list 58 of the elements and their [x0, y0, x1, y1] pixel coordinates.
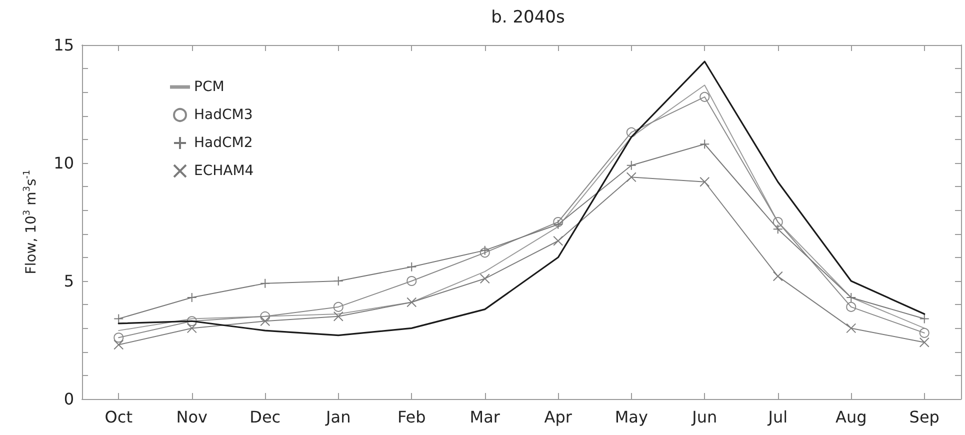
- point: [846, 323, 856, 334]
- legend-label: ECHAM4: [194, 163, 254, 179]
- point: [114, 314, 124, 324]
- point: [333, 311, 344, 322]
- x-tick-label: Feb: [397, 408, 426, 426]
- point: [114, 340, 124, 350]
- x-tick-label: Oct: [104, 408, 132, 426]
- point: [333, 276, 344, 286]
- point: [772, 271, 783, 282]
- legend-label: HadCM2: [194, 135, 253, 151]
- point: [186, 316, 197, 326]
- point: [260, 278, 270, 288]
- x-tick-label: Sep: [909, 408, 940, 426]
- y-tick-label: 10: [54, 154, 74, 172]
- x-tick-label: Dec: [250, 408, 281, 426]
- point: [186, 292, 197, 303]
- point: [406, 262, 417, 272]
- point: [700, 176, 710, 187]
- point: [846, 302, 856, 312]
- x-tick-label: Nov: [176, 408, 208, 426]
- x-tick-label: May: [614, 408, 648, 426]
- x-tick-label: Jan: [325, 408, 351, 426]
- point: [480, 248, 490, 258]
- point: [626, 160, 636, 170]
- point: [919, 314, 930, 324]
- point: [333, 302, 344, 312]
- point: [553, 217, 564, 227]
- point: [260, 316, 270, 326]
- point: [114, 332, 124, 343]
- x-tick-label: Jul: [767, 408, 788, 426]
- y-tick-label: 5: [64, 272, 74, 290]
- point: [480, 274, 490, 284]
- y-tick-label: 15: [54, 36, 74, 54]
- point: [700, 92, 710, 102]
- legend-label: HadCM3: [194, 107, 253, 123]
- x-tick-label: Jun: [691, 408, 718, 426]
- point: [553, 219, 564, 230]
- point: [919, 328, 930, 338]
- point: [919, 337, 930, 348]
- point: [553, 236, 564, 246]
- point: [846, 292, 856, 303]
- y-axis-title: Flow, 103 m3s-1: [22, 170, 40, 274]
- x-tick-label: Aug: [836, 408, 867, 426]
- y-tick-label: 0: [64, 390, 74, 408]
- point: [626, 127, 636, 138]
- point: [772, 217, 783, 227]
- point: [260, 311, 270, 322]
- chart-title: b. 2040s: [491, 8, 565, 28]
- point: [406, 297, 417, 308]
- point: [700, 139, 710, 150]
- point: [186, 323, 197, 334]
- x-tick-label: Apr: [544, 408, 572, 426]
- point: [406, 276, 417, 286]
- point: [626, 172, 636, 182]
- point: [480, 245, 490, 256]
- point: [772, 224, 783, 234]
- legend-label: PCM: [194, 79, 224, 95]
- x-tick-label: Mar: [470, 408, 500, 426]
